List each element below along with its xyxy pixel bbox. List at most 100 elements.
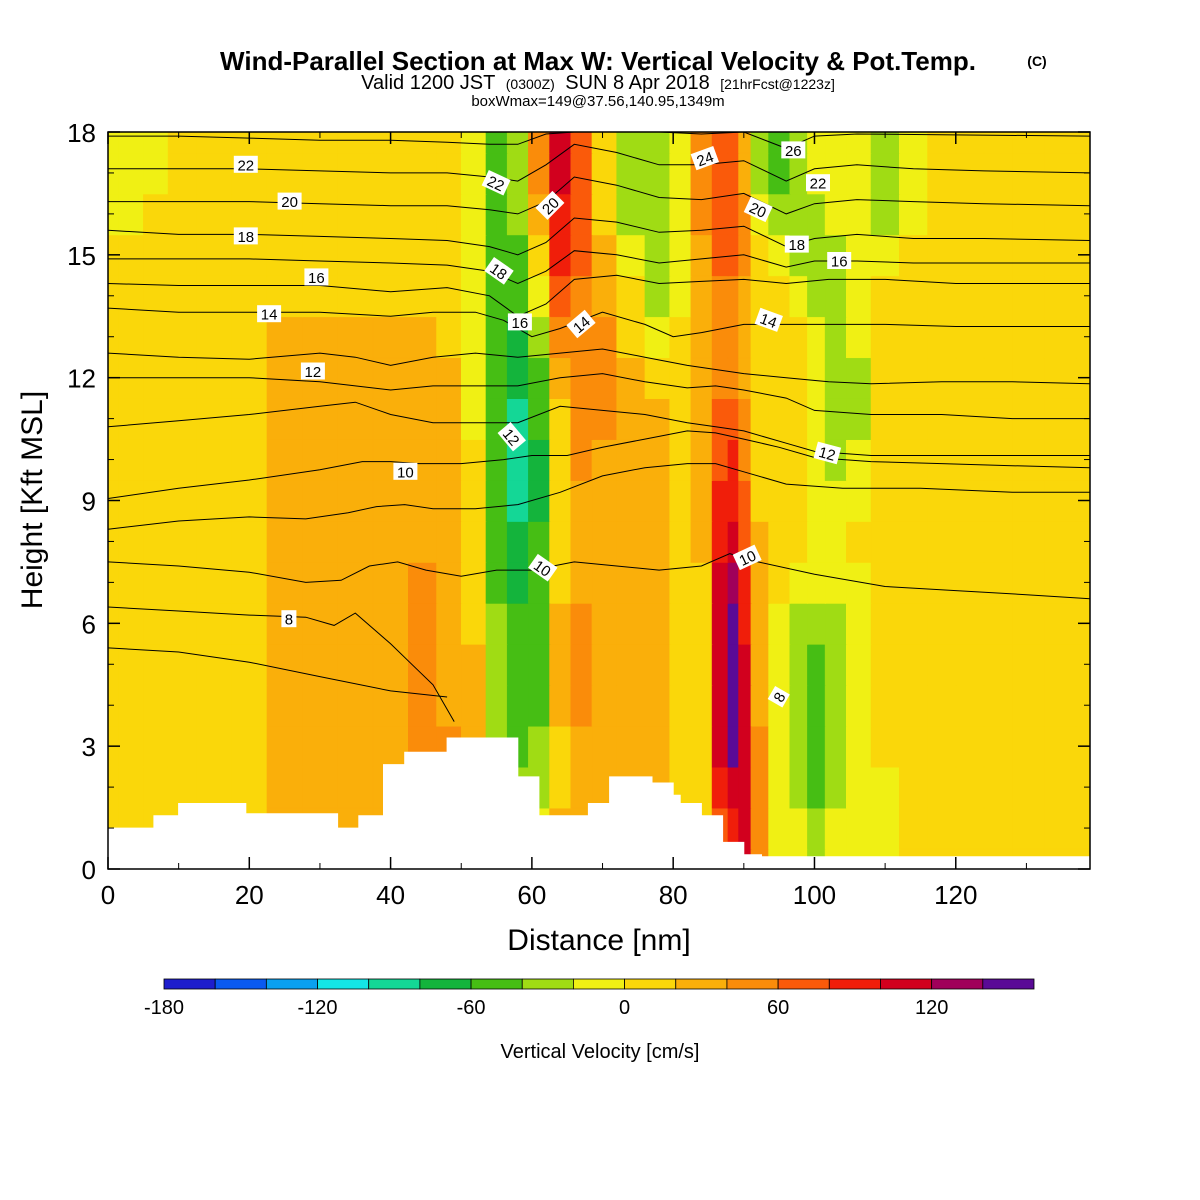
velocity-cell [460,316,487,359]
contour-label-box [281,610,297,628]
velocity-cell [899,479,929,522]
velocity-cell [807,316,826,359]
colorbar-tick-label: -120 [298,997,338,1019]
velocity-cell [570,602,593,645]
velocity-cell [337,316,374,359]
velocity-cell [485,561,509,604]
velocity-cell [1043,234,1077,277]
velocity-cell [196,275,233,318]
contour-label-text: 10 [530,557,553,580]
colorbar-swatch [470,978,523,990]
velocity-cell [372,397,410,440]
velocity-cell [506,479,530,522]
velocity-cell [983,356,1014,399]
velocity-cell [337,275,374,318]
velocity-cell [789,602,809,645]
colorbar-label: Vertical Velocity [cm/s] [501,1041,700,1063]
velocity-cell [824,725,848,768]
terrain-mask [108,737,1090,869]
velocity-cell [591,234,618,277]
colorbar-swatch [931,978,984,990]
velocity-cell [789,561,809,604]
velocity-cell [927,561,957,604]
velocity-cell [824,275,848,318]
velocity-cell [196,193,233,236]
contour-label-box [743,196,773,223]
velocity-cell [616,643,646,686]
velocity-cell [1012,316,1045,359]
velocity-cell [983,520,1014,563]
velocity-cell [266,132,304,154]
velocity-cell [983,438,1014,481]
velocity-cell [807,684,826,727]
contour-label-box [507,313,532,331]
velocity-cell [591,561,618,604]
velocity-cell [690,725,713,768]
velocity-cell [983,725,1014,768]
velocity-cell [1043,766,1077,809]
velocity-cell [167,438,198,481]
velocity-cell [549,397,572,440]
velocity-cell [738,643,752,686]
velocity-cell [738,602,752,645]
velocity-cell [644,602,671,645]
velocity-cell [750,643,770,686]
velocity-cell [616,356,646,399]
velocity-cell [870,684,901,727]
velocity-cell [337,152,374,195]
contour-label: 12 [813,441,842,465]
subtitle-forecast: [21hrFcst@1223z] [720,76,835,92]
velocity-cell [807,356,826,399]
velocity-cell [768,193,791,236]
velocity-cell [955,193,985,236]
velocity-cell [1043,275,1077,318]
contour-label-text: 22 [810,176,827,193]
velocity-cell [807,234,826,277]
velocity-cell [616,479,646,522]
velocity-cell [690,643,713,686]
velocity-cell [955,316,985,359]
velocity-cell [955,561,985,604]
velocity-cell [644,356,671,399]
velocity-cell [231,766,268,809]
colorbar-swatch [163,978,216,990]
contour-label: 16 [304,268,329,287]
colorbar: -180 -120 -60 0 60 120 [144,978,1035,1019]
axis-ticks [107,131,1090,870]
velocity-cell [408,561,438,604]
velocity-cell [408,479,438,522]
velocity-cell [616,397,646,440]
velocity-cell [460,275,487,318]
velocity-cell [1012,766,1045,809]
velocity-cell [143,479,169,522]
velocity-cell [266,520,304,563]
y-axis: 0 3 6 9 12 15 18 [67,118,96,885]
contour-labels: 22 20 18 16 14 12 10 8 22 20 18 16 14 12 10 24 26 20 22 18 1… [233,141,852,708]
velocity-cell [644,520,671,563]
velocity-cell [1012,438,1045,481]
velocity-cell [738,684,752,727]
velocity-cell [143,725,169,768]
velocity-cell [927,316,957,359]
velocity-cell [528,438,551,481]
velocity-cell [899,643,929,686]
velocity-cell [616,193,646,236]
velocity-cell [899,602,929,645]
contour-label-box [806,174,830,192]
velocity-cell [506,520,530,563]
velocity-cell [927,684,957,727]
velocity-cell [750,684,770,727]
colorbar-tick-label: 60 [767,997,789,1019]
velocity-cell [1012,643,1045,686]
velocity-cell [506,561,530,604]
contour-label-text: 22 [237,157,254,174]
plot-area: 22 20 18 16 14 12 10 8 22 20 18 16 14 12 10 24 26 20 22 18 1… [107,131,1091,870]
velocity-cell [570,152,593,195]
contour-label: 24 [690,146,720,170]
velocity-cell [727,643,740,686]
velocity-cell [616,132,646,154]
copyright-mark: (C) [1027,53,1046,69]
velocity-cell [266,561,304,604]
velocity-cell [983,397,1014,440]
velocity-cell [591,397,618,440]
